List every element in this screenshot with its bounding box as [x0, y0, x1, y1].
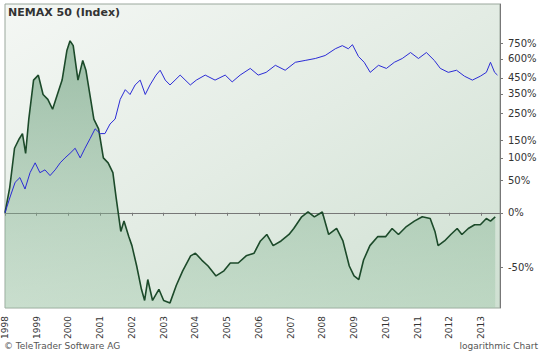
svg-text:© TeleTrader Software AG: © TeleTrader Software AG	[4, 341, 120, 351]
svg-text:2000: 2000	[63, 316, 73, 339]
svg-text:2010: 2010	[381, 316, 391, 339]
svg-text:150%: 150%	[508, 135, 537, 146]
svg-text:1998: 1998	[0, 316, 10, 339]
svg-text:0%: 0%	[508, 207, 524, 218]
svg-text:600%: 600%	[508, 53, 537, 64]
svg-text:-50%: -50%	[508, 262, 534, 273]
svg-text:2005: 2005	[222, 316, 232, 339]
svg-text:250%: 250%	[508, 108, 537, 119]
svg-text:1999: 1999	[32, 316, 42, 339]
svg-text:450%: 450%	[508, 72, 537, 83]
svg-text:100%: 100%	[508, 152, 537, 163]
svg-text:2013: 2013	[476, 316, 486, 339]
svg-text:2002: 2002	[127, 316, 137, 339]
svg-text:2009: 2009	[349, 316, 359, 339]
svg-text:2011: 2011	[413, 316, 423, 339]
svg-text:750%: 750%	[508, 38, 537, 49]
svg-text:50%: 50%	[508, 175, 530, 186]
svg-text:2008: 2008	[317, 316, 327, 339]
svg-text:logarithmic Chart: logarithmic Chart	[460, 341, 539, 351]
svg-text:2001: 2001	[95, 316, 105, 339]
svg-text:2006: 2006	[254, 316, 264, 339]
svg-text:2012: 2012	[444, 316, 454, 339]
svg-text:2004: 2004	[190, 316, 200, 339]
svg-text:350%: 350%	[508, 88, 537, 99]
svg-text:NEMAX 50 (Index): NEMAX 50 (Index)	[8, 6, 120, 19]
svg-text:2007: 2007	[286, 316, 296, 339]
svg-text:2003: 2003	[159, 316, 169, 339]
